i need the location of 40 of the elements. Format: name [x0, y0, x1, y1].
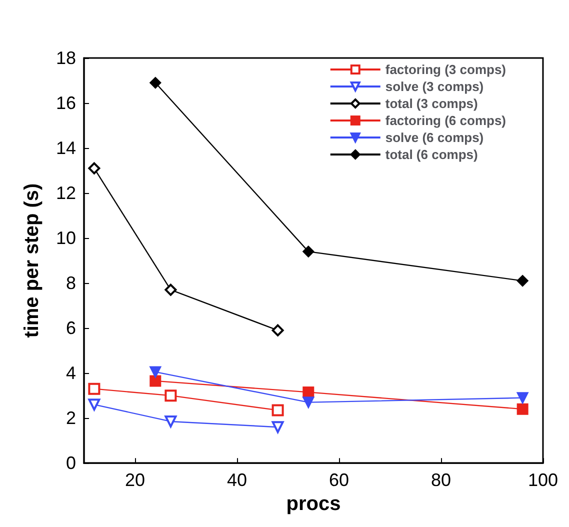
legend-label: solve (6 comps) — [385, 130, 484, 145]
legend-label: total (3 comps) — [385, 96, 478, 111]
point — [164, 390, 177, 402]
point — [88, 382, 100, 395]
point — [150, 77, 162, 89]
point — [516, 275, 528, 287]
y-axis-title: time per step (s) — [21, 183, 43, 338]
point — [150, 375, 162, 387]
x-tick-label: 100 — [528, 470, 558, 490]
x-tick-label: 20 — [124, 470, 146, 490]
point — [302, 246, 314, 258]
y-tick-label: 6 — [66, 318, 76, 338]
x-tick-label: 80 — [430, 470, 452, 490]
y-tick-label: 8 — [66, 273, 76, 294]
x-tick-label: 60 — [328, 470, 350, 490]
x-axis-title: procs — [286, 493, 341, 515]
point — [272, 404, 284, 416]
y-tick-label: 18 — [56, 48, 76, 68]
legend-label: total (6 comps) — [385, 147, 478, 162]
point — [88, 398, 100, 411]
point — [516, 392, 528, 404]
point — [88, 162, 100, 174]
y-tick-label: 2 — [66, 408, 76, 428]
y-tick-label: 16 — [56, 93, 76, 114]
y-tick-label: 4 — [66, 363, 76, 384]
point — [272, 324, 284, 336]
point — [164, 284, 177, 296]
x-tick-label: 40 — [226, 470, 248, 490]
point — [150, 366, 162, 378]
legend-label: factoring (3 comps) — [385, 62, 506, 77]
point — [272, 421, 284, 434]
point — [302, 396, 314, 408]
legend-label: factoring (6 comps) — [385, 113, 506, 128]
point — [516, 403, 528, 415]
y-tick-label: 10 — [56, 228, 76, 248]
y-tick-label: 14 — [56, 138, 76, 158]
y-tick-label: 0 — [66, 453, 76, 474]
y-tick-label: 12 — [56, 183, 76, 204]
point — [164, 415, 177, 428]
legend-label: solve (3 comps) — [385, 79, 484, 94]
